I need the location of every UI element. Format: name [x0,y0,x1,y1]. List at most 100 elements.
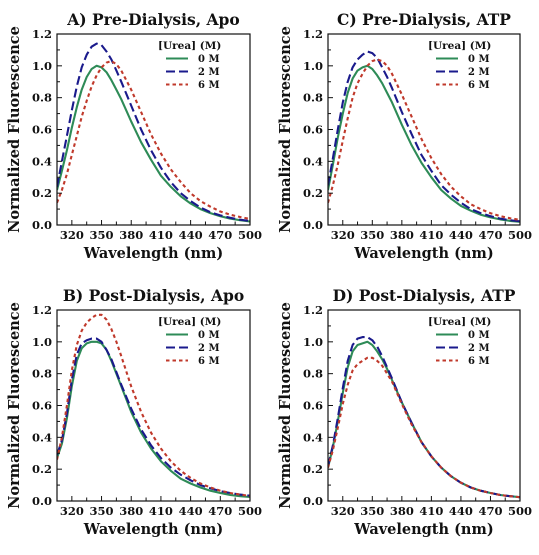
y-tick-label: 1.0 [303,59,323,73]
series-line-6m [57,313,250,497]
series-line-6m [328,58,520,221]
plot-frame [56,33,251,226]
y-axis-label: Normalized Fluorescence [6,302,23,509]
y-tick-label: 0.0 [32,218,52,232]
x-tick-label: 440 [449,228,473,242]
legend-item-label: 2 M [198,67,220,78]
x-tick-label: 500 [508,504,532,518]
legend-item-label: 6 M [198,80,220,91]
x-tick-label: 440 [179,504,203,518]
x-axis-label: Wavelength (nm) [83,521,223,538]
x-axis-label: Wavelength (nm) [353,245,493,262]
x-tick-label: 440 [179,228,203,242]
chart-panel-1: C) Pre-Dialysis, ATP 320 350 380 410 440 470 50… [277,10,532,262]
x-axis-label: Wavelength (nm) [353,521,493,538]
series-line-0m [328,340,520,499]
legend-title: [Urea] (M) [428,316,491,328]
legend: [Urea] (M) 0 M 2 M 6 M [158,40,221,91]
y-tick-label: 0.4 [303,430,323,444]
y-tick-label: 0.0 [303,218,323,232]
legend: [Urea] (M) 0 M 2 M 6 M [428,40,491,91]
legend-item-label: 6 M [468,356,490,367]
series-line-0m [328,64,520,223]
x-tick-label: 380 [390,504,414,518]
y-tick-label: 0.6 [32,399,52,413]
x-tick-label: 350 [90,504,114,518]
y-axis-label: Normalized Fluorescence [277,26,294,233]
y-tick-label: 0.8 [303,91,323,105]
x-tick-label: 350 [360,504,384,518]
panel-title: A) Pre-Dialysis, Apo [66,10,239,29]
series-line-0m [57,64,250,223]
x-tick-label: 470 [208,504,232,518]
y-tick-label: 1.2 [32,27,52,41]
y-tick-label: 1.2 [303,27,323,41]
y-tick-label: 0.8 [32,367,52,381]
y-tick-label: 0.0 [303,494,323,508]
x-tick-label: 440 [449,504,473,518]
legend: [Urea] (M) 0 M 2 M 6 M [428,316,491,367]
x-tick-label: 320 [60,228,84,242]
y-tick-label: 1.0 [32,335,52,349]
legend-title: [Urea] (M) [158,40,221,52]
panel-title: D) Post-Dialysis, ATP [333,286,516,305]
x-tick-label: 500 [238,504,262,518]
x-tick-label: 320 [331,504,355,518]
y-tick-label: 0.8 [303,367,323,381]
x-tick-label: 320 [331,228,355,242]
y-tick-label: 0.4 [32,430,52,444]
series-line-6m [328,356,520,499]
legend-title: [Urea] (M) [158,316,221,328]
legend-item-label: 0 M [198,330,220,341]
y-tick-label: 0.2 [32,462,52,476]
y-tick-label: 0.0 [32,494,52,508]
y-tick-label: 1.2 [32,303,52,317]
x-tick-label: 320 [60,504,84,518]
y-tick-label: 1.0 [32,59,52,73]
x-tick-label: 380 [119,228,143,242]
x-tick-label: 410 [149,228,173,242]
y-tick-label: 1.2 [303,303,323,317]
legend-item-label: 2 M [468,67,490,78]
y-tick-label: 0.6 [303,399,323,413]
series-line-2m [328,336,520,499]
y-tick-label: 0.8 [32,91,52,105]
panel-title: C) Pre-Dialysis, ATP [337,10,511,29]
legend-item-label: 0 M [198,54,220,65]
y-tick-label: 0.4 [303,154,323,168]
x-tick-label: 350 [90,228,114,242]
y-tick-label: 0.2 [303,186,323,200]
chart-panel-2: B) Post-Dialysis, Apo 320 350 380 410 440 470 5… [6,286,262,538]
x-tick-label: 500 [508,228,532,242]
y-axis-label: Normalized Fluorescence [6,26,23,233]
series-line-2m [57,42,250,223]
y-axis-label: Normalized Fluorescence [277,302,294,509]
x-tick-label: 470 [478,228,502,242]
legend-item-label: 0 M [468,54,490,65]
chart-panel-0: A) Pre-Dialysis, Apo 320 350 380 410 440 470 50… [6,10,262,262]
x-axis-label: Wavelength (nm) [83,245,223,262]
legend-title: [Urea] (M) [428,40,491,52]
x-tick-label: 470 [208,228,232,242]
legend-item-label: 2 M [468,343,490,354]
series-line-6m [57,60,250,221]
legend-item-label: 6 M [198,356,220,367]
plot-frame [56,309,251,502]
x-tick-label: 410 [149,504,173,518]
legend-item-label: 6 M [468,80,490,91]
x-tick-label: 410 [419,228,443,242]
series-line-0m [57,340,250,499]
y-tick-label: 1.0 [303,335,323,349]
y-tick-label: 0.6 [32,123,52,137]
y-tick-label: 0.2 [303,462,323,476]
legend-item-label: 0 M [468,330,490,341]
chart-panel-3: D) Post-Dialysis, ATP 320 350 380 410 440 470 5… [277,286,532,538]
y-tick-label: 0.6 [303,123,323,137]
x-tick-label: 380 [119,504,143,518]
y-tick-label: 0.2 [32,186,52,200]
x-tick-label: 380 [390,228,414,242]
legend: [Urea] (M) 0 M 2 M 6 M [158,316,221,367]
plot-frame [327,33,521,226]
